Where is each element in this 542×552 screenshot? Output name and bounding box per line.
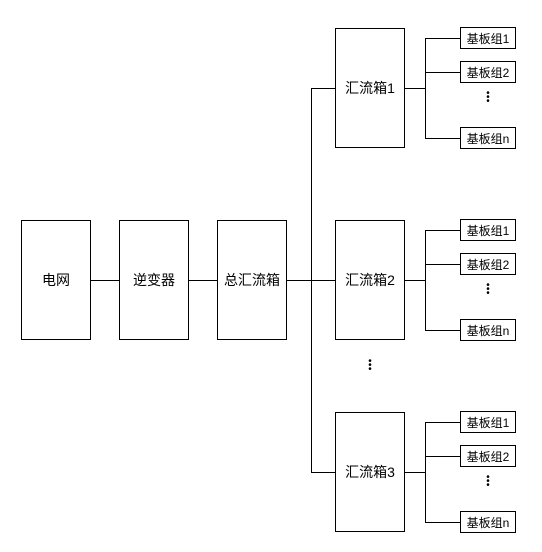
inverter-label: 逆变器 (133, 270, 175, 290)
c2-pg2-label: 基板组2 (467, 256, 510, 273)
c1-panel-group-2: 基板组2 (460, 61, 516, 83)
c1-vbus (425, 38, 426, 139)
c1-to-pgn (425, 138, 460, 139)
c2-pgn-label: 基板组n (467, 322, 510, 339)
c3-to-pgn (425, 522, 460, 523)
c2-stub (405, 280, 425, 281)
connector-maincombiner-bus (287, 280, 311, 281)
c3-panel-group-n: 基板组n (460, 511, 516, 533)
bus-to-combiner1 (311, 88, 335, 89)
c1-panel-group-1: 基板组1 (460, 27, 516, 49)
c3-panel-group-1: 基板组1 (460, 411, 516, 433)
c1-pg2-label: 基板组2 (467, 64, 510, 81)
main-combiner-label: 总汇流箱 (224, 270, 280, 290)
grid-label: 电网 (42, 270, 70, 290)
connector-inverter-maincombiner (189, 280, 217, 281)
connector-grid-inverter (91, 280, 119, 281)
c3-vbus (425, 422, 426, 523)
c3-pg1-label: 基板组1 (467, 414, 510, 431)
c2-panel-group-n: 基板组n (460, 319, 516, 341)
combiner-1-block: 汇流箱1 (335, 28, 405, 148)
combiner-gap-dots: ••• (365, 360, 375, 372)
main-combiner-block: 总汇流箱 (217, 220, 287, 340)
c3-panel-group-2: 基板组2 (460, 445, 516, 467)
c2-vbus (425, 230, 426, 331)
combiner-3-block: 汇流箱3 (335, 412, 405, 532)
c1-to-pg2 (425, 72, 460, 73)
c1-pg1-label: 基板组1 (467, 30, 510, 47)
c1-to-pg1 (425, 38, 460, 39)
c2-to-pg1 (425, 230, 460, 231)
c2-panel-group-1: 基板组1 (460, 219, 516, 241)
combiner-2-block: 汇流箱2 (335, 220, 405, 340)
c1-pgn-label: 基板组n (467, 130, 510, 147)
c2-to-pgn (425, 330, 460, 331)
bus-to-combiner3 (311, 472, 335, 473)
combiner-1-label: 汇流箱1 (345, 78, 395, 98)
c2-to-pg2 (425, 264, 460, 265)
combiner-2-label: 汇流箱2 (345, 270, 395, 290)
bus-to-combiner2 (311, 280, 335, 281)
c2-pg1-label: 基板组1 (467, 222, 510, 239)
c3-stub (405, 472, 425, 473)
combiner-3-label: 汇流箱3 (345, 462, 395, 482)
c3-pg2-label: 基板组2 (467, 448, 510, 465)
c3-to-pg2 (425, 456, 460, 457)
c3-to-pg1 (425, 422, 460, 423)
c1-stub (405, 88, 425, 89)
c2-dots: ••• (483, 284, 493, 296)
c1-dots: ••• (483, 92, 493, 104)
inverter-block: 逆变器 (119, 220, 189, 340)
grid-block: 电网 (21, 220, 91, 340)
c3-dots: ••• (483, 476, 493, 488)
c1-panel-group-n: 基板组n (460, 127, 516, 149)
c3-pgn-label: 基板组n (467, 514, 510, 531)
c2-panel-group-2: 基板组2 (460, 253, 516, 275)
